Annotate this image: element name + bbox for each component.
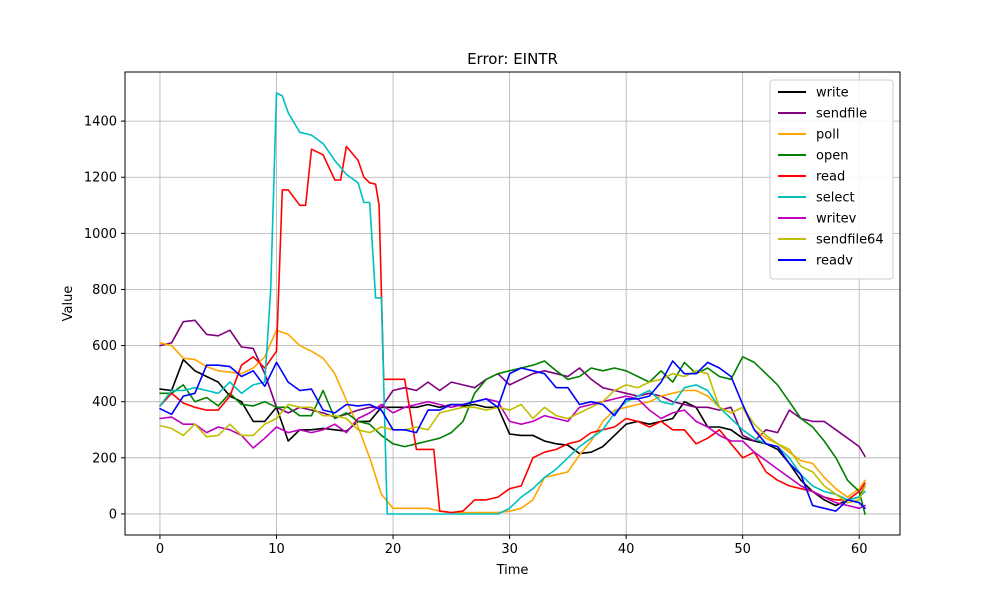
legend-label-writev: writev: [816, 212, 857, 227]
legend-label-open: open: [816, 149, 848, 164]
chart-title: Error: EINTR: [467, 50, 558, 68]
y-tick-label: 400: [92, 395, 117, 410]
series-line-select: [159, 92, 866, 515]
x-tick-label: 0: [156, 542, 164, 557]
series-line-open: [159, 355, 866, 515]
x-tick-label: 60: [851, 542, 868, 557]
x-tick-label: 30: [501, 542, 518, 557]
series-line-sendfile64: [159, 369, 866, 504]
x-tick-label: 10: [268, 542, 285, 557]
series-line-writev: [159, 395, 866, 510]
legend-box: [769, 79, 894, 280]
series-line-readv: [159, 360, 866, 512]
x-tick-label: 50: [734, 542, 751, 557]
y-tick-label: 1400: [84, 115, 117, 130]
legend-label-sendfile64: sendfile64: [816, 233, 884, 248]
y-tick-label: 200: [92, 451, 117, 466]
y-tick-label: 1200: [84, 171, 117, 186]
series-line-read: [159, 145, 866, 514]
plot-frame: [124, 71, 901, 536]
y-axis-title: Value: [61, 286, 76, 322]
x-axis-title: Time: [496, 563, 529, 578]
legend-label-sendfile: sendfile: [816, 107, 867, 122]
legend-label-write: write: [816, 86, 849, 101]
legend: write sendfile poll open read select writev sen…: [769, 79, 894, 280]
x-tick-label: 40: [618, 542, 635, 557]
legend-label-readv: readv: [816, 254, 853, 269]
x-tick-label: 20: [385, 542, 402, 557]
legend-label-poll: poll: [816, 128, 839, 143]
series-line-sendfile: [159, 319, 866, 458]
grid: [125, 72, 900, 535]
series-lines: [159, 92, 866, 515]
y-tick-label: 1000: [84, 227, 117, 242]
y-tick-label: 0: [109, 507, 117, 522]
y-tick-label: 800: [92, 283, 117, 298]
y-tick-label: 600: [92, 339, 117, 354]
legend-label-select: select: [816, 191, 855, 206]
legend-label-read: read: [816, 170, 845, 185]
